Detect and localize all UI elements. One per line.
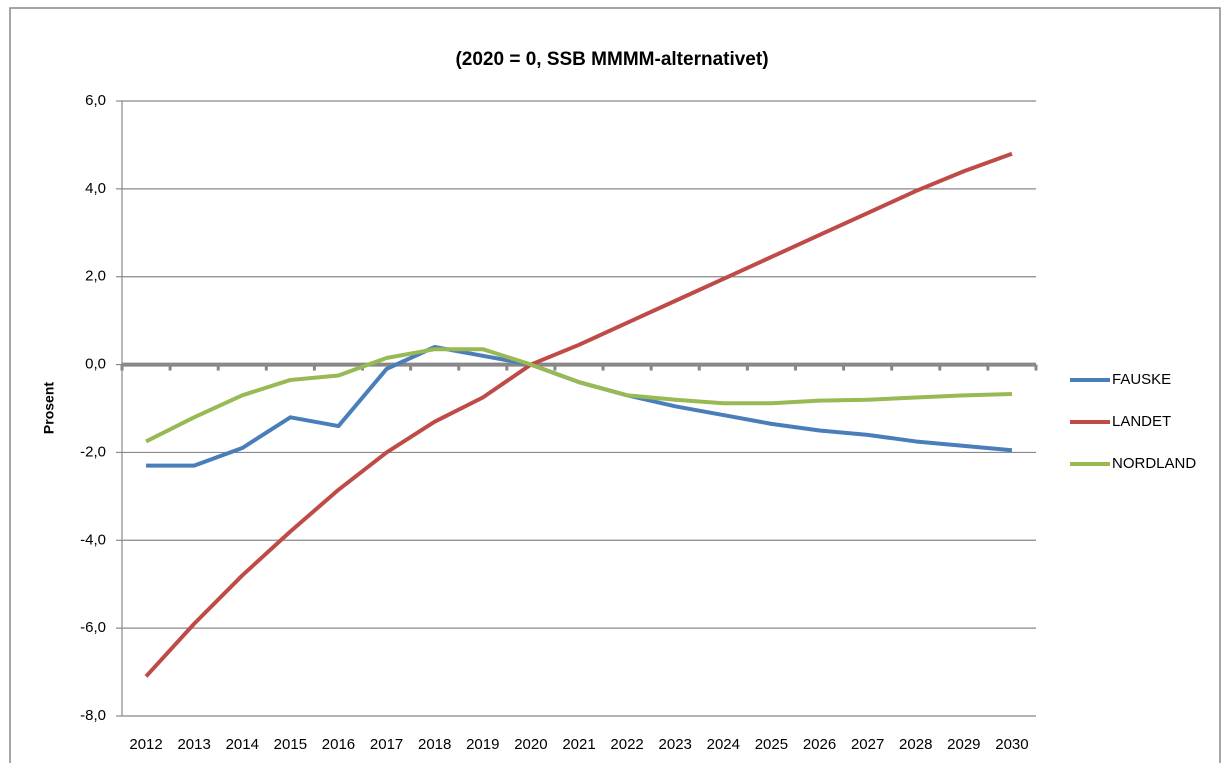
x-tick-label: 2030: [995, 736, 1028, 753]
x-tick-label: 2013: [177, 736, 210, 753]
x-tick-label: 2026: [803, 736, 836, 753]
x-tick-label: 2022: [610, 736, 643, 753]
x-tick-label: 2016: [322, 736, 355, 753]
legend-label: FAUSKE: [1112, 371, 1171, 388]
x-tick-label: 2028: [899, 736, 932, 753]
x-tick-label: 2025: [755, 736, 788, 753]
line-series: [145, 347, 1013, 444]
y-tick-label: 6,0: [85, 92, 106, 109]
y-tick-label: -6,0: [80, 619, 106, 636]
y-tick-label: 2,0: [85, 268, 106, 285]
y-tick-label: -4,0: [80, 531, 106, 548]
y-tick-label: 4,0: [85, 180, 106, 197]
y-axis-label: Prosent: [41, 382, 57, 434]
legend-label: LANDET: [1112, 413, 1171, 430]
x-tick-label: 2015: [274, 736, 307, 753]
x-tick-label: 2018: [418, 736, 451, 753]
legend-label: NORDLAND: [1112, 455, 1196, 472]
y-tick-label: -2,0: [80, 443, 106, 460]
x-tick-label: 2021: [562, 736, 595, 753]
y-tick-label: -8,0: [80, 707, 106, 724]
x-tick-label: 2023: [659, 736, 692, 753]
x-tick-label: 2024: [707, 736, 740, 753]
chart-frame: [9, 7, 1221, 763]
x-tick-label: 2020: [514, 736, 547, 753]
x-tick-label: 2029: [947, 736, 980, 753]
x-tick-label: 2017: [370, 736, 403, 753]
x-tick-label: 2014: [226, 736, 259, 753]
x-tick-label: 2019: [466, 736, 499, 753]
chart-title: (2020 = 0, SSB MMMM-alternativet): [455, 49, 768, 70]
x-tick-label: 2012: [129, 736, 162, 753]
line-series: [144, 151, 1013, 678]
x-tick-label: 2027: [851, 736, 884, 753]
y-tick-label: 0,0: [85, 356, 106, 373]
